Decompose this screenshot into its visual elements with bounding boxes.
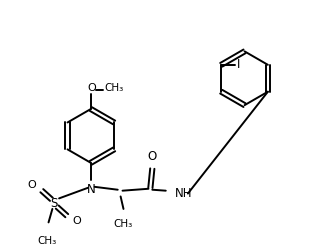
Text: CH₃: CH₃	[114, 218, 133, 229]
Text: CH₃: CH₃	[37, 236, 56, 246]
Text: N: N	[86, 183, 95, 196]
Text: NH: NH	[175, 187, 193, 200]
Text: O: O	[87, 83, 96, 93]
Text: O: O	[72, 217, 81, 226]
Text: O: O	[28, 180, 36, 190]
Text: S: S	[51, 197, 58, 210]
Text: O: O	[148, 150, 157, 163]
Text: CH₃: CH₃	[104, 83, 124, 93]
Text: I: I	[236, 58, 240, 71]
